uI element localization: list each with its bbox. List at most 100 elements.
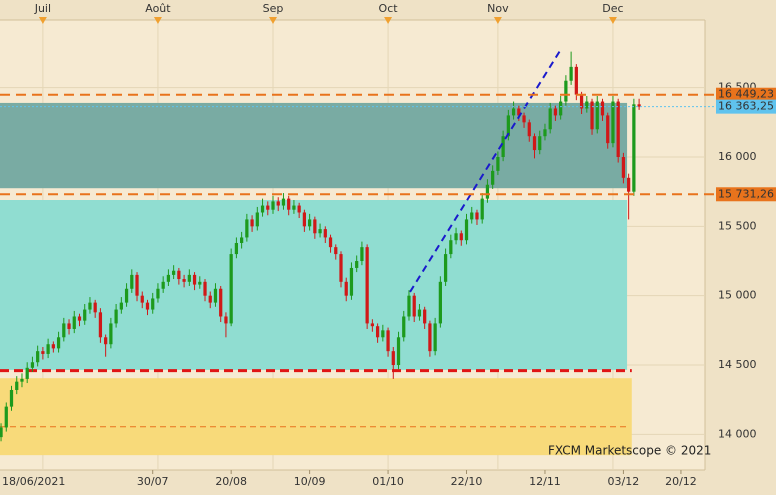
- overlays: [0, 47, 715, 293]
- candle-body: [433, 323, 437, 352]
- candle-body: [538, 136, 542, 151]
- x-tick-label: 22/10: [451, 475, 483, 488]
- candle-body: [192, 274, 197, 285]
- candle-body: [438, 281, 442, 324]
- candle-body: [260, 205, 265, 213]
- candle-body: [621, 157, 626, 178]
- month-label: Dec: [602, 2, 623, 15]
- candle-body: [307, 219, 312, 227]
- candle-body: [454, 233, 458, 241]
- candle-body: [266, 205, 270, 210]
- candle-body: [72, 316, 76, 329]
- month-marker: [269, 17, 278, 24]
- candle-body: [391, 351, 395, 366]
- candle-body: [104, 337, 108, 345]
- candle-body: [77, 316, 82, 321]
- x-tick-label: 01/10: [372, 475, 404, 488]
- month-marker: [608, 17, 617, 24]
- candle-body: [271, 201, 275, 210]
- candle-body: [30, 362, 35, 368]
- candle-body: [491, 170, 495, 185]
- candle-body: [606, 115, 610, 144]
- candle-body: [0, 427, 3, 438]
- x-tick-label: 30/07: [137, 475, 169, 488]
- candle-body: [412, 295, 416, 317]
- candle-body: [240, 237, 244, 243]
- candle-body: [532, 136, 537, 151]
- month-label: Nov: [487, 2, 509, 15]
- level-label-box: [716, 187, 776, 202]
- y-tick-label: 14 000: [718, 427, 757, 440]
- candle-body: [4, 406, 8, 428]
- candle-body: [177, 270, 181, 280]
- candle-body: [313, 219, 317, 234]
- candle-body: [506, 115, 510, 137]
- candle-body: [302, 212, 307, 227]
- candle-body: [449, 240, 453, 255]
- candle-body: [459, 233, 463, 241]
- candle-body: [344, 281, 348, 296]
- candle-body: [585, 101, 589, 109]
- candle-body: [611, 101, 615, 144]
- candle-body: [574, 66, 578, 95]
- candle-body: [470, 212, 474, 220]
- candles: [0, 51, 641, 442]
- candle-body: [229, 254, 233, 324]
- candle-body: [402, 316, 406, 338]
- candle-body: [156, 288, 160, 299]
- level-label: 15 731,26: [718, 187, 774, 200]
- candle-body: [281, 198, 286, 206]
- candle-body: [56, 337, 61, 349]
- month-marker: [153, 17, 162, 24]
- candle-body: [250, 219, 254, 227]
- candle-body: [318, 229, 322, 234]
- candle-body: [15, 381, 19, 390]
- candle-body: [166, 274, 171, 282]
- candle-body: [381, 330, 385, 338]
- candle-body: [616, 101, 620, 158]
- candle-body: [36, 351, 40, 363]
- candle-body: [365, 247, 369, 324]
- candle-body: [569, 66, 573, 81]
- candle-body: [255, 212, 259, 227]
- y-tick-label: 15 500: [718, 219, 757, 232]
- candle-body: [187, 274, 191, 282]
- candle-body: [349, 267, 354, 296]
- candle-body: [543, 129, 547, 137]
- candle-body: [548, 108, 552, 130]
- candle-body: [98, 312, 103, 338]
- candle-body: [511, 108, 516, 116]
- candle-body: [140, 295, 144, 303]
- candle-body: [119, 302, 123, 310]
- candle-body: [360, 247, 364, 262]
- candle-body: [632, 104, 636, 192]
- candle-body: [386, 330, 390, 352]
- candle-body: [396, 337, 401, 366]
- candle-body: [375, 326, 380, 338]
- candle-body: [109, 323, 113, 345]
- candle-body: [627, 177, 631, 192]
- candle-body: [203, 281, 207, 296]
- candle-body: [9, 389, 14, 407]
- candle-body: [579, 94, 584, 109]
- y-tick-label: 16 000: [718, 150, 757, 163]
- candle-body: [527, 122, 531, 137]
- watermark: FXCM Marketscope © 2021: [548, 444, 711, 458]
- candle-body: [417, 309, 422, 317]
- candle-body: [334, 247, 338, 255]
- candle-body: [501, 136, 505, 158]
- month-label: Oct: [379, 2, 399, 15]
- x-tick-label: 03/12: [608, 475, 640, 488]
- candle-body: [328, 237, 333, 248]
- candle-body: [124, 288, 129, 303]
- candle-body: [595, 101, 599, 130]
- candle-body: [145, 302, 150, 310]
- candle-body: [428, 323, 432, 352]
- candle-body: [151, 298, 155, 310]
- candle-body: [355, 261, 359, 268]
- candle-body: [485, 184, 490, 199]
- candle-body: [161, 281, 165, 289]
- candle-body: [276, 201, 280, 206]
- candle-body: [208, 295, 212, 303]
